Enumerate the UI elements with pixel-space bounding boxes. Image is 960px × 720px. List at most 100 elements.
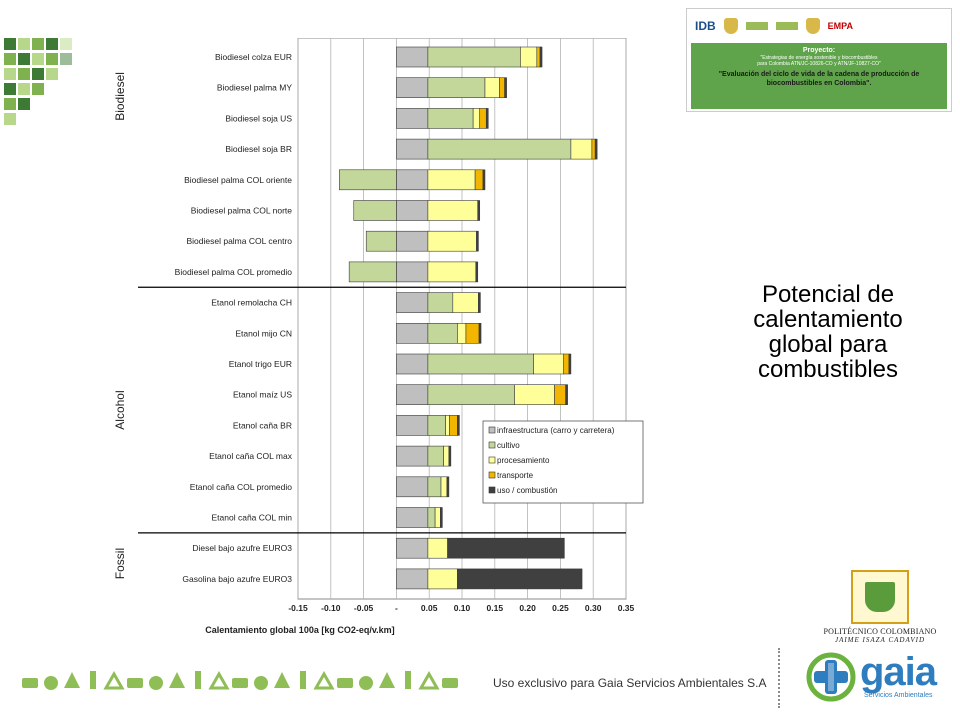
bar-segment: [396, 261, 429, 283]
stacked-bar-chart: Biodiesel colza EUR Biodiesel palma MY Bio…: [113, 38, 644, 635]
bar-segment: [396, 384, 429, 406]
politecnico-shield-icon: [851, 570, 909, 624]
bar-segment: [565, 384, 568, 406]
legend-swatch: [488, 441, 496, 449]
bar-segment: [520, 46, 538, 68]
project-title-line-2: biocombustibles en Colombia".: [766, 80, 872, 87]
category-label: Etanol caña COL max: [209, 451, 293, 461]
gaia-logo: gaia Servicios Ambientales: [806, 650, 950, 704]
footer-icon: [103, 670, 125, 690]
bar-segment: [427, 507, 436, 528]
category-label: Biodiesel colza EUR: [215, 52, 292, 62]
deco-square: [32, 38, 44, 50]
bar-segment: [594, 138, 598, 160]
bar-segment: [478, 292, 481, 313]
bar-segment: [396, 507, 429, 528]
category-label: Biodiesel palma COL norte: [191, 206, 293, 216]
footer-icon: [195, 671, 201, 689]
bar-segment: [570, 138, 593, 160]
gaia-tagline: Servicios Ambientales: [864, 692, 933, 699]
bar-segment: [396, 46, 429, 68]
footer-icon: [379, 672, 395, 688]
bar-segment: [485, 108, 489, 129]
legend-swatch: [488, 471, 496, 479]
footer-divider: [778, 648, 780, 708]
bar-segment: [457, 415, 460, 436]
group-label: Fossil: [113, 548, 127, 579]
x-tick-label: 0.25: [552, 603, 569, 613]
bar-segment: [396, 200, 429, 221]
bar-segment: [396, 445, 429, 467]
x-tick-label: -0.10: [321, 603, 341, 613]
deco-square: [32, 53, 44, 65]
footer-icon: [254, 676, 268, 690]
project-title-line-1: "Evaluación del ciclo de vida de la cade…: [718, 71, 920, 78]
category-label: Etanol remolacha CH: [211, 298, 292, 308]
legend-box: [482, 420, 644, 504]
idb-logo: IDB: [695, 19, 716, 33]
bar-segment: [365, 230, 397, 252]
bar-segment: [563, 353, 570, 375]
bar-segment: [452, 292, 479, 313]
project-subtitle-line-2: para Colombia ATN/JC-10826-CO y ATN/JF-1…: [757, 61, 881, 67]
deco-square: [18, 98, 30, 110]
sponsor-logo-bar-2: [775, 22, 798, 30]
category-label: Etanol caña BR: [233, 420, 292, 430]
bar-segment: [427, 46, 521, 68]
sponsor-logo-bar: [745, 22, 768, 30]
green-squares-decoration: [4, 38, 72, 125]
politecnico-name: POLITÉCNICO COLOMBIANO: [823, 627, 937, 636]
deco-square: [32, 68, 44, 80]
x-tick-label: 0.20: [519, 603, 536, 613]
category-label: Etanol caña COL min: [212, 513, 293, 523]
footer-icon: [169, 672, 185, 688]
deco-square: [18, 68, 30, 80]
bar-segment: [477, 200, 481, 221]
bar-segment: [427, 537, 448, 559]
bar-segment: [396, 292, 429, 313]
chart-grid: [138, 38, 627, 600]
politecnico-subname: JAIME ISAZA CADAVID: [834, 636, 926, 644]
category-label: Etanol maíz US: [233, 390, 292, 400]
category-label: Etanol mijo CN: [235, 328, 292, 338]
bar-segment: [427, 445, 444, 467]
deco-square: [18, 53, 30, 65]
bar-segment: [533, 353, 564, 375]
bar-segment: [449, 415, 458, 436]
footer-icon: [442, 678, 458, 688]
bar-segment: [448, 445, 452, 467]
bar-segment: [427, 108, 474, 129]
slide-title-line-2: calentamiento: [753, 306, 903, 333]
footer-icon: [149, 676, 163, 690]
legend-label: procesamiento: [497, 456, 550, 465]
bar-segment: [396, 169, 429, 191]
legend-label: uso / combustión: [497, 486, 557, 495]
bar-segment: [396, 476, 429, 498]
chart-bars: [339, 46, 598, 590]
bar-segment: [427, 415, 446, 436]
x-tick-label: -: [395, 603, 398, 613]
legend-swatch: [488, 486, 496, 494]
bar-segment: [568, 353, 572, 375]
category-label: Biodiesel palma MY: [217, 83, 292, 93]
politecnico-logo: POLITÉCNICO COLOMBIANO JAIME ISAZA CADAV…: [812, 570, 948, 644]
bar-segment: [504, 77, 507, 99]
footer-icon: [359, 676, 373, 690]
slide-title: Potencial de calentamiento global para c…: [716, 282, 940, 382]
bar-segment: [427, 568, 458, 590]
bar-segment: [457, 322, 467, 344]
slide-title-line-1: Potencial de: [761, 281, 895, 308]
deco-square: [60, 53, 72, 65]
bar-segment: [440, 476, 448, 498]
category-label: Biodiesel palma COL promedio: [175, 267, 293, 277]
footer-icon: [44, 676, 58, 690]
deco-square: [18, 83, 30, 95]
footer-icon: [300, 671, 306, 689]
footer-icon: [90, 671, 96, 689]
category-label: Biodiesel palma COL oriente: [184, 175, 292, 185]
bar-segment: [514, 384, 555, 406]
deco-square: [4, 98, 16, 110]
bar-segment: [472, 108, 481, 129]
bar-segment: [554, 384, 566, 406]
sponsor-shield-icon: [805, 18, 820, 34]
